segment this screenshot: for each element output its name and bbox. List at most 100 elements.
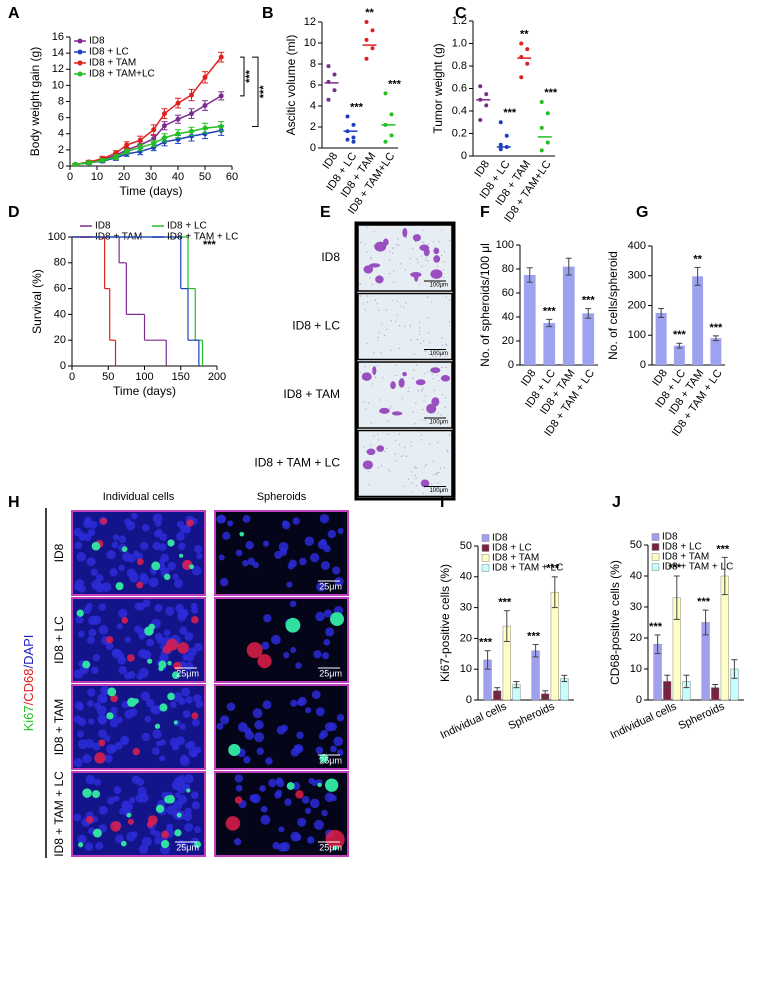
debris: [362, 303, 364, 305]
data-point: [351, 135, 356, 140]
nucleus: [73, 528, 83, 537]
nucleus: [272, 841, 280, 850]
panel-label: C: [455, 5, 467, 22]
x-tick-label: 0: [67, 171, 73, 183]
legend-swatch: [481, 534, 490, 542]
significance-label: ***: [709, 322, 723, 334]
nucleus: [183, 812, 193, 822]
debris: [367, 402, 370, 404]
debris: [404, 447, 406, 449]
debris: [410, 445, 412, 447]
debris: [359, 295, 361, 297]
debris: [389, 407, 391, 409]
nucleus: [324, 609, 333, 618]
debris: [421, 265, 423, 268]
nucleus: [295, 662, 302, 669]
scale-bar-label: 100μm: [430, 420, 448, 426]
nucleus: [308, 777, 315, 784]
nucleus: [311, 690, 321, 700]
nucleus: [98, 603, 107, 611]
data-point: [86, 160, 92, 166]
debris: [421, 390, 423, 392]
nucleus: [105, 642, 114, 650]
image-frame: [354, 221, 456, 501]
nucleus: [321, 809, 328, 817]
ki67-cell: [194, 840, 202, 848]
data-point: [345, 114, 350, 119]
data-point: [218, 93, 224, 99]
debris: [405, 236, 407, 238]
data-point: [383, 139, 388, 144]
bar: [523, 275, 536, 365]
data-point: [202, 125, 208, 131]
data-point: [484, 92, 489, 97]
debris: [420, 434, 422, 436]
nucleus: [76, 703, 84, 711]
nucleus: [138, 844, 149, 854]
nucleus: [191, 565, 202, 576]
legend-label: ID8: [95, 221, 111, 232]
debris: [397, 238, 399, 240]
nucleus: [191, 606, 199, 614]
y-tick-label: 10: [630, 663, 642, 675]
debris: [445, 397, 447, 399]
debris: [386, 447, 388, 449]
debris: [429, 342, 431, 344]
micrograph: [357, 429, 453, 498]
debris: [395, 439, 397, 441]
ki67-cell: [163, 573, 171, 581]
ki67-cell: [107, 687, 117, 697]
legend-label: ID8 + LC: [492, 543, 532, 554]
debris: [381, 323, 383, 325]
nucleus: [116, 623, 123, 630]
y-tick-label: 300: [628, 270, 646, 282]
row-label: ID8 + TAM: [283, 387, 340, 401]
ki67-cell: [115, 582, 124, 591]
debris: [376, 303, 378, 305]
nucleus: [233, 838, 242, 846]
scale-bar-label: 25μm: [319, 668, 342, 678]
nucleus: [85, 774, 96, 785]
panel-label: A: [8, 5, 20, 22]
debris: [433, 351, 435, 353]
nucleus: [194, 545, 203, 554]
nucleus: [277, 842, 287, 852]
ki67-cell: [78, 842, 84, 848]
ki67-cell: [76, 609, 84, 617]
nucleus: [136, 672, 144, 680]
nucleus: [95, 582, 105, 593]
bar: [531, 650, 540, 701]
nucleus: [234, 774, 243, 783]
nucleus: [177, 609, 188, 620]
debris: [378, 309, 380, 311]
debris: [432, 474, 434, 476]
ki67-cell: [82, 660, 91, 669]
nucleus: [141, 732, 151, 742]
legend-swatch: [481, 554, 490, 562]
legend-label: ID8 + TAM + LC: [492, 563, 563, 574]
cd68-cell: [161, 830, 169, 839]
debris: [373, 352, 375, 354]
debris: [440, 414, 442, 416]
debris: [445, 366, 447, 369]
debris: [363, 446, 365, 448]
debris: [421, 419, 423, 421]
debris: [368, 483, 370, 486]
y-tick-label: 50: [460, 540, 472, 552]
debris: [429, 443, 431, 445]
nucleus: [74, 541, 83, 550]
debris: [412, 248, 414, 250]
y-tick-label: 4: [310, 100, 316, 112]
debris: [445, 296, 447, 298]
nucleus: [235, 549, 243, 557]
debris: [415, 402, 417, 404]
nucleus: [292, 517, 300, 525]
debris: [413, 369, 415, 371]
spheroid: [376, 445, 385, 452]
bar: [710, 338, 722, 365]
debris: [371, 283, 374, 285]
y-tick-label: 0: [636, 694, 642, 706]
debris: [437, 265, 439, 267]
nucleus: [176, 736, 185, 745]
debris: [409, 257, 412, 260]
